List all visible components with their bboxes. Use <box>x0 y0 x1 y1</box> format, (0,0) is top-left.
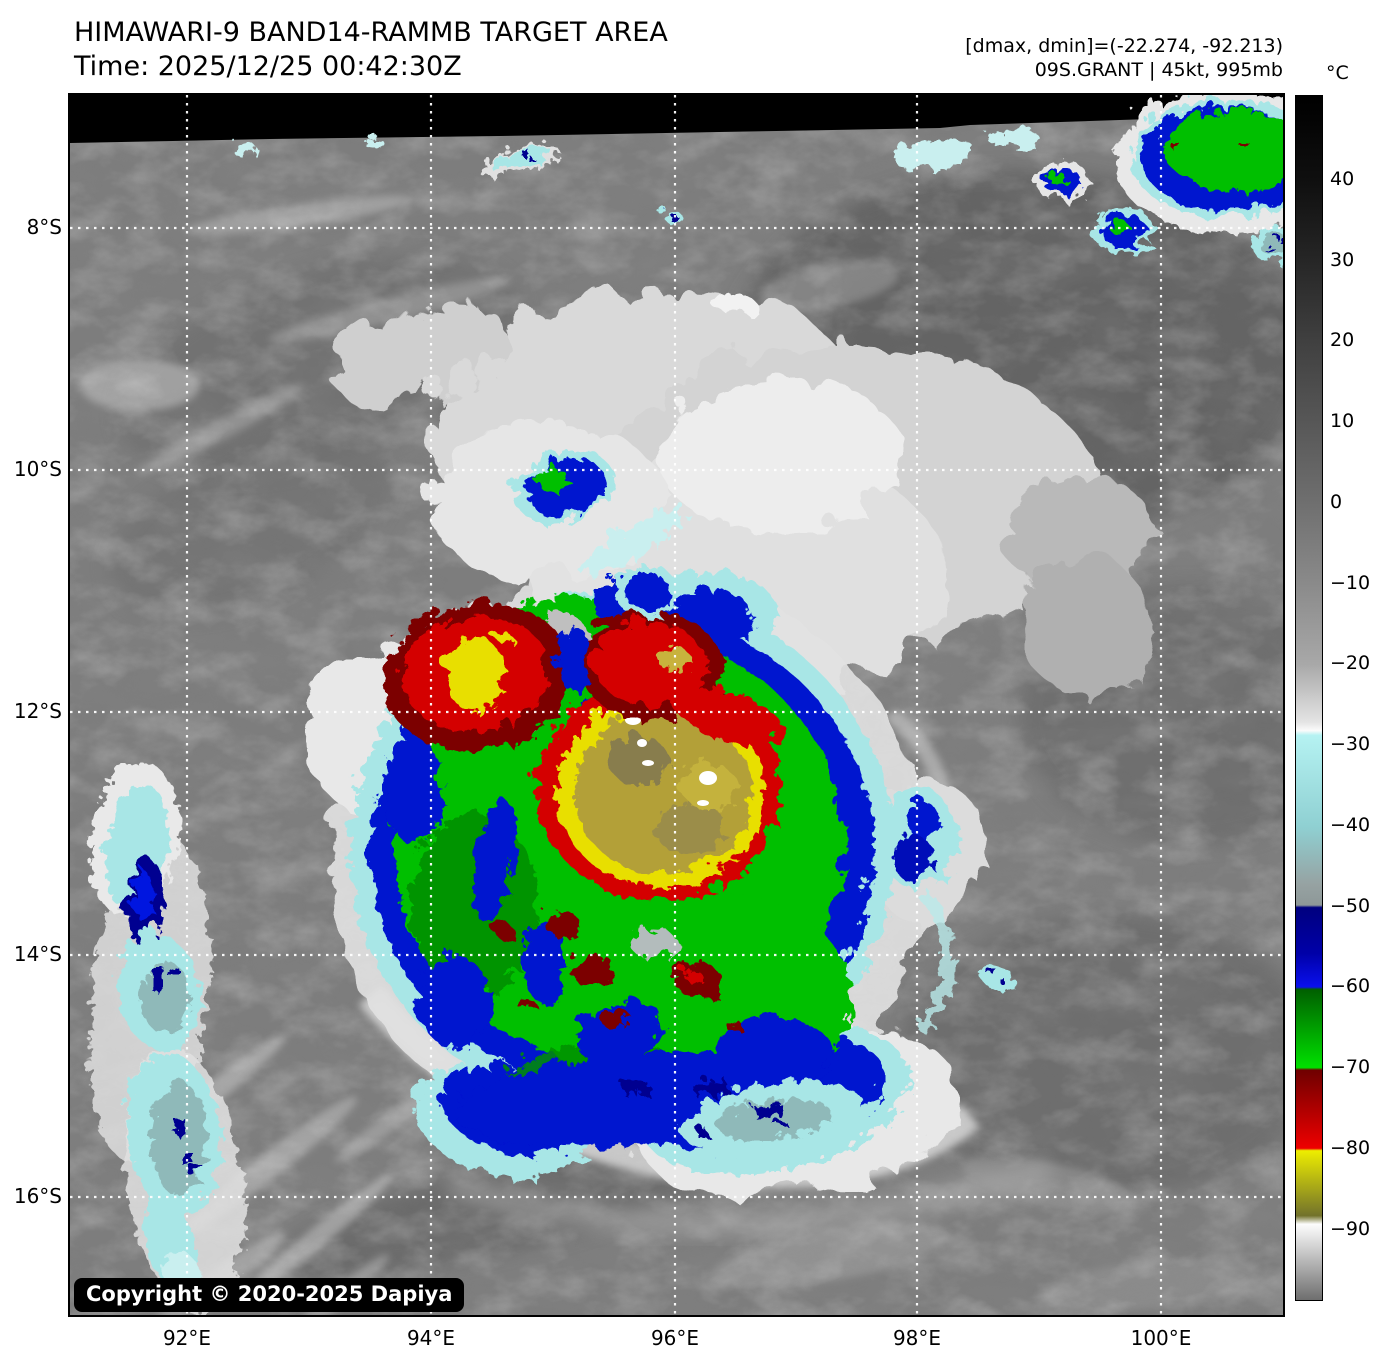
colorbar-tick: −20 <box>1330 652 1371 675</box>
copyright-badge: Copyright © 2020-2025 Dapiya <box>74 1278 465 1312</box>
storm-id-readout: 09S.GRANT | 45kt, 995mb <box>1034 59 1283 81</box>
lat-label: 8°S <box>26 215 62 239</box>
left-cloud-chain <box>84 757 241 1309</box>
colorbar-tick: 40 <box>1330 167 1355 190</box>
temperature-colorbar <box>1295 95 1323 1301</box>
colorbar-tick: −10 <box>1330 571 1371 594</box>
satellite-imagery <box>70 95 1283 1315</box>
colorbar-tick: −70 <box>1330 1056 1371 1079</box>
southern-red-specks <box>488 908 738 1028</box>
scan-edge-black-band <box>70 95 1283 143</box>
lon-label: 98°E <box>892 1326 942 1350</box>
lon-label: 94°E <box>406 1326 456 1350</box>
info-block: [dmax, dmin]=(-22.274, -92.213) 09S.GRAN… <box>965 34 1283 82</box>
figure-title: HIMAWARI-9 BAND14-RAMMB TARGET AREA <box>74 17 668 48</box>
figure-timestamp: Time: 2025/12/25 00:42:30Z <box>74 51 462 82</box>
title-block: HIMAWARI-9 BAND14-RAMMB TARGET AREA Time… <box>74 16 668 84</box>
colorbar-unit-label: °C <box>1326 62 1349 84</box>
northwest-red-cell <box>379 598 569 748</box>
cold-core-khaki <box>569 707 747 869</box>
southeast-tail <box>620 1074 862 1154</box>
colorbar-tick: −60 <box>1330 975 1371 998</box>
lat-label: 10°S <box>13 457 62 481</box>
lat-label: 14°S <box>13 942 62 966</box>
colorbar-tick-labels: 40 30 20 10 0 −10 −20 −30 −40 −50 −60 −70 −80 −90 <box>1330 0 1388 1359</box>
lat-label: 16°S <box>13 1184 62 1208</box>
lon-label: 100°E <box>1130 1326 1192 1350</box>
northeast-cold-blob <box>1110 95 1283 229</box>
latlon-grid <box>70 95 1283 1315</box>
colorbar-tick: −90 <box>1330 1217 1371 1240</box>
colorbar-tick: 30 <box>1330 248 1355 271</box>
colorbar-tick: 20 <box>1330 329 1355 352</box>
white-cloud-shield <box>323 281 1145 695</box>
colorbar-tick: −50 <box>1330 894 1371 917</box>
colorbar-tick: −80 <box>1330 1136 1371 1159</box>
lon-label: 92°E <box>162 1326 212 1350</box>
colorbar-tick: 10 <box>1330 410 1355 433</box>
satellite-map <box>68 93 1285 1317</box>
shield-blue-cells <box>511 445 684 614</box>
dmax-dmin-readout: [dmax, dmin]=(-22.274, -92.213) <box>965 35 1283 57</box>
lat-axis: 8°S 10°S 12°S 14°S 16°S <box>0 0 62 1359</box>
lon-label: 96°E <box>650 1326 700 1350</box>
lon-axis: 92°E 94°E 96°E 98°E 100°E <box>0 1326 1388 1352</box>
colorbar-tick: 0 <box>1330 490 1343 513</box>
colorbar-tick: −30 <box>1330 733 1371 756</box>
lat-label: 12°S <box>13 699 62 723</box>
colorbar-tick: −40 <box>1330 813 1371 836</box>
